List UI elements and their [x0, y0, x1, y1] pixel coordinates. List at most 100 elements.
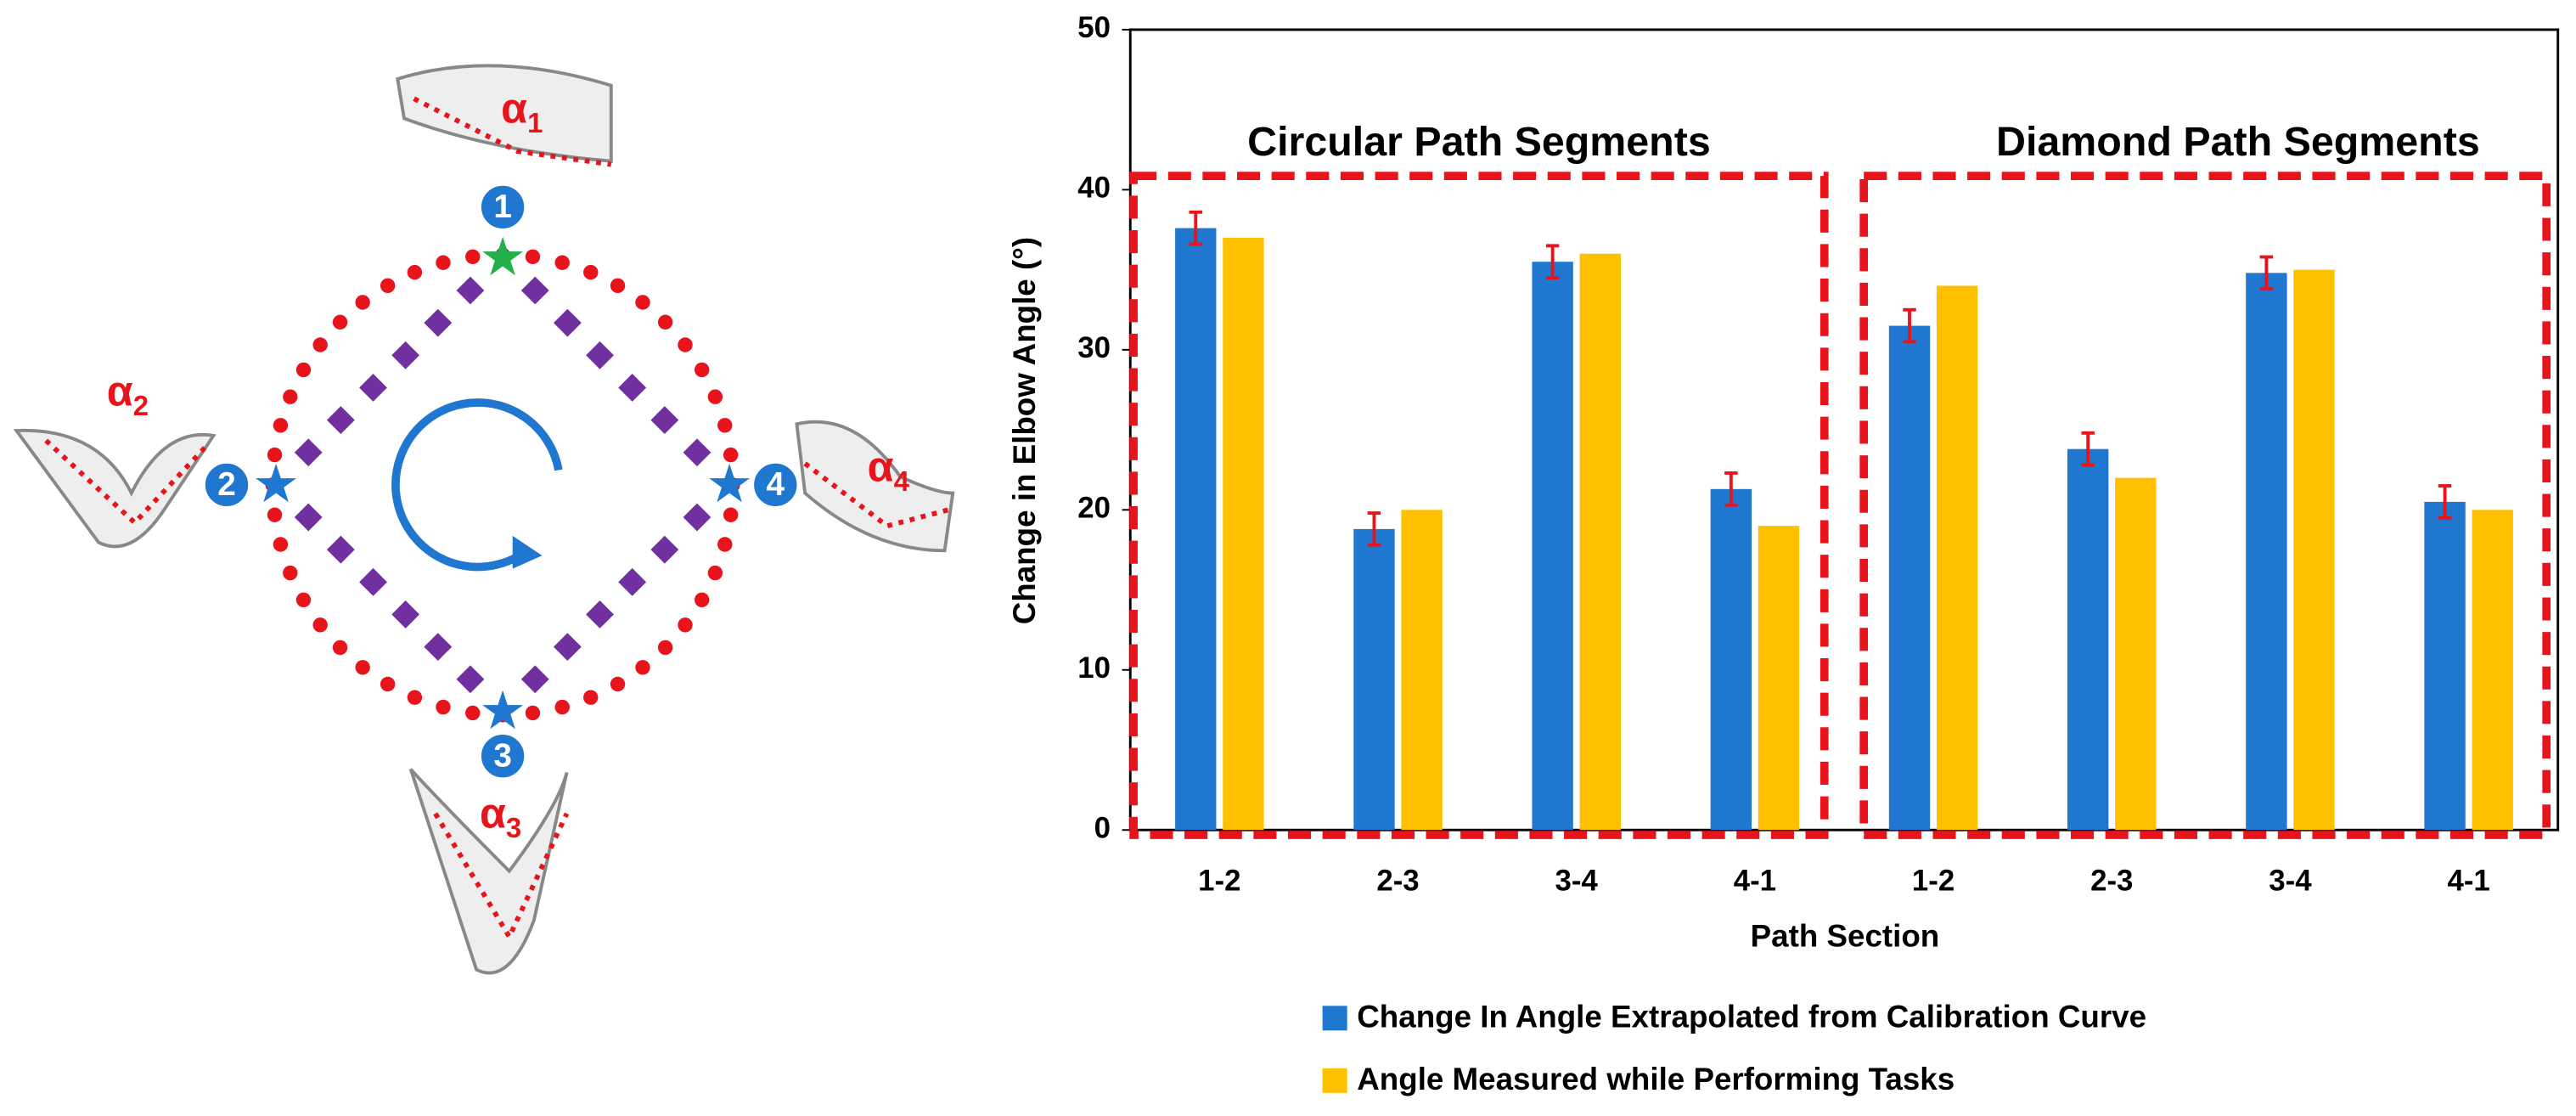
error-bar [1189, 210, 1203, 246]
y-tick-label: 10 [1077, 651, 1111, 685]
bar [1401, 510, 1443, 831]
error-bar [1903, 307, 1916, 344]
path-square [424, 308, 453, 337]
path-dot [694, 362, 710, 378]
bar [2067, 448, 2109, 831]
path-square [294, 503, 323, 532]
bar [1936, 285, 1978, 831]
bar [1532, 262, 1573, 831]
path-dot [707, 389, 723, 404]
star [256, 463, 296, 503]
y-tick-label: 40 [1077, 172, 1111, 205]
path-dot [657, 640, 673, 656]
path-dot [554, 255, 570, 270]
error-bar [2081, 431, 2095, 467]
path-dot [267, 447, 283, 463]
angle-index: 2 [133, 390, 149, 421]
x-tick-label: 4-1 [2447, 864, 2489, 897]
arm-sketch [396, 64, 613, 163]
point-number: 3 [493, 737, 512, 774]
path-dot [332, 640, 348, 656]
group-box [1859, 172, 2551, 839]
star [709, 463, 751, 503]
angle-index: 4 [894, 465, 910, 497]
path-square [553, 633, 582, 662]
point-number: 1 [493, 189, 512, 225]
bar [1579, 253, 1621, 831]
path-square [359, 374, 387, 402]
path-dot [295, 362, 312, 378]
path-dot [380, 278, 396, 294]
path-square [683, 503, 711, 532]
bar [1223, 237, 1264, 831]
x-tick-label: 1-2 [1198, 864, 1240, 897]
error-bar [1545, 244, 1560, 279]
path-square [650, 406, 679, 435]
path-dot [694, 592, 710, 608]
path-dot [283, 389, 298, 404]
path-dot [635, 660, 650, 675]
bar [2115, 477, 2157, 831]
path-dot [355, 660, 370, 675]
path-dot [723, 507, 739, 522]
group-title: Diamond Path Segments [1996, 119, 2480, 165]
path-dot [707, 565, 723, 581]
y-tick-label: 30 [1077, 331, 1111, 364]
path-dot [332, 314, 348, 330]
path-square [650, 535, 679, 564]
path-dot [465, 705, 481, 721]
error-bar [1724, 471, 1738, 507]
path-dot [610, 676, 626, 692]
y-tick-label: 50 [1077, 11, 1111, 44]
path-square [424, 633, 453, 662]
path-dot [465, 249, 481, 265]
y-tick-label: 0 [1094, 811, 1111, 844]
diagram [13, 64, 955, 975]
point-marker [478, 731, 528, 781]
path-dot [312, 617, 328, 633]
star [482, 236, 524, 276]
error-bar [2259, 255, 2274, 291]
path-dot [273, 418, 289, 433]
angle-symbol: α [480, 789, 506, 837]
path-dot [583, 690, 599, 705]
rotation-arrow [391, 398, 563, 572]
bar [2246, 273, 2287, 831]
x-axis-title: Path Section [1751, 919, 1940, 954]
x-tick-label: 3-4 [2269, 864, 2312, 897]
x-tick-label: 2-3 [2090, 864, 2133, 897]
bar [2472, 510, 2513, 831]
path-dot [283, 565, 298, 581]
angle-line [433, 812, 570, 943]
path-dot [723, 447, 739, 463]
path-square [391, 341, 420, 369]
path-dot [583, 264, 599, 280]
path-dot [678, 617, 693, 633]
path-dot [525, 705, 541, 721]
path-square [326, 406, 355, 435]
path-dot [635, 295, 650, 310]
bar [1888, 325, 1931, 831]
arm-sketch [13, 428, 217, 549]
angle-symbol: α [501, 84, 527, 132]
angle-symbol: α [107, 367, 133, 415]
bar [1758, 526, 1800, 831]
bar [2293, 269, 2335, 831]
path-square [456, 665, 485, 694]
bar [1710, 488, 1752, 831]
path-dot [657, 314, 673, 330]
path-dot [610, 278, 626, 294]
angle-symbol: α [868, 442, 894, 491]
point-number: 2 [217, 466, 236, 503]
x-tick-label: 1-2 [1912, 864, 1954, 897]
path-dot [436, 255, 451, 270]
path-square [391, 600, 420, 628]
x-tick-label: 2-3 [1376, 864, 1419, 897]
path-square [618, 374, 647, 402]
point-marker [751, 459, 801, 510]
plot-frame [1128, 28, 2560, 831]
legend-swatch [1322, 1006, 1347, 1031]
path-dot [407, 690, 423, 705]
angle-index: 3 [506, 812, 521, 843]
